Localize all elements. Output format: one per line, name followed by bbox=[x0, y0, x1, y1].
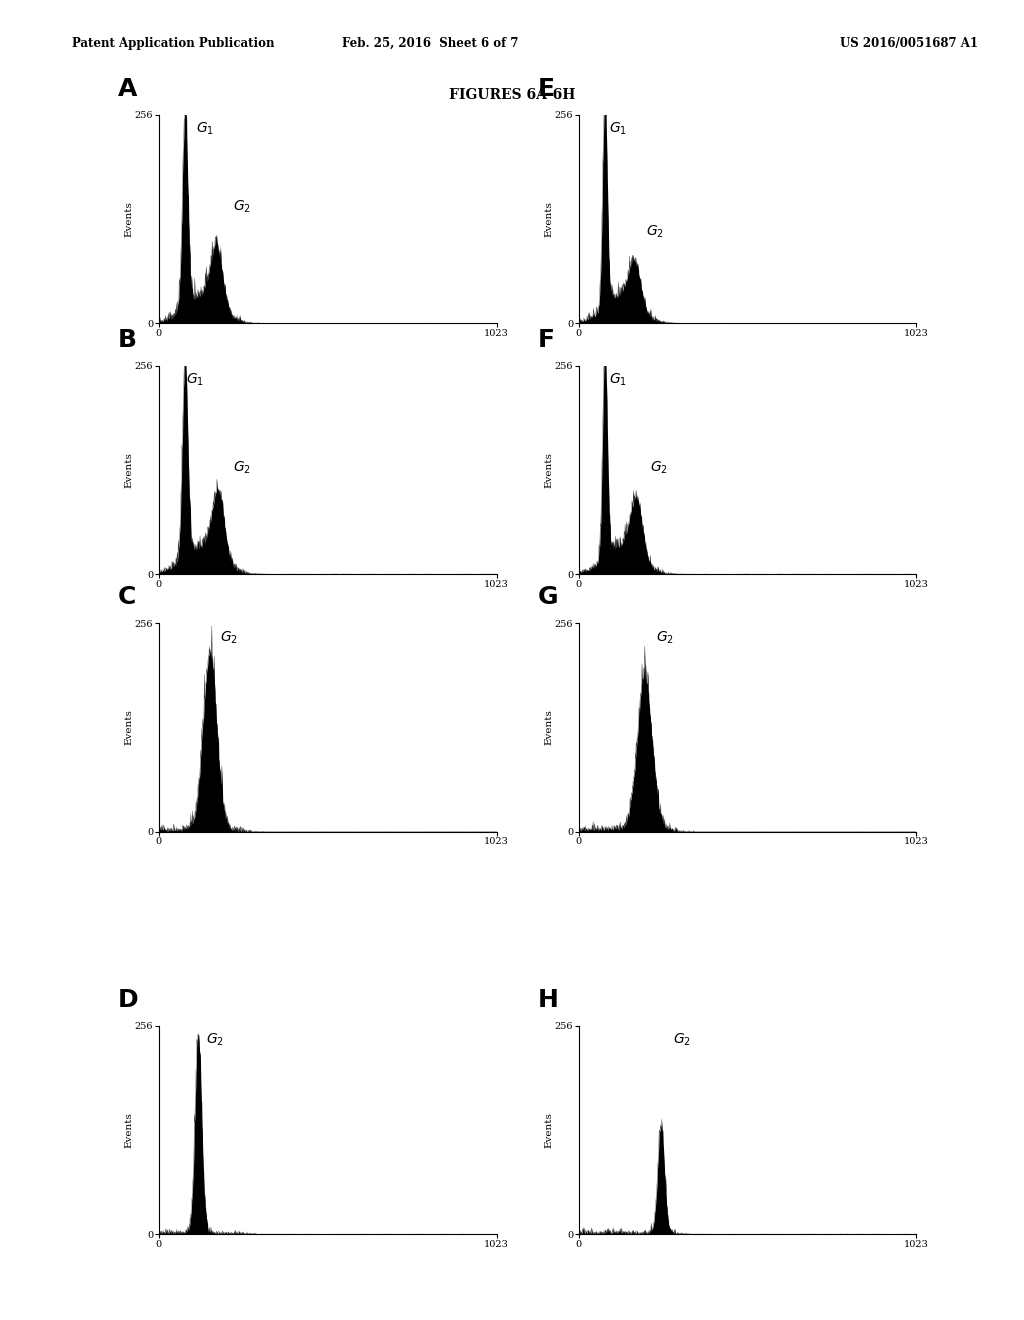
Text: E: E bbox=[538, 78, 555, 102]
Text: $G_2$: $G_2$ bbox=[219, 630, 238, 645]
Text: Patent Application Publication: Patent Application Publication bbox=[72, 37, 274, 50]
Text: $G_2$: $G_2$ bbox=[233, 459, 251, 477]
Text: $G_1$: $G_1$ bbox=[185, 372, 204, 388]
Text: US 2016/0051687 A1: US 2016/0051687 A1 bbox=[840, 37, 978, 50]
Text: H: H bbox=[538, 989, 559, 1012]
Text: Feb. 25, 2016  Sheet 6 of 7: Feb. 25, 2016 Sheet 6 of 7 bbox=[342, 37, 518, 50]
Text: $G_2$: $G_2$ bbox=[673, 1032, 691, 1048]
Text: FIGURES 6A-6H: FIGURES 6A-6H bbox=[449, 88, 575, 103]
Y-axis label: Events: Events bbox=[124, 451, 133, 488]
Y-axis label: Events: Events bbox=[544, 709, 553, 746]
Y-axis label: Events: Events bbox=[544, 1111, 553, 1148]
Text: C: C bbox=[118, 586, 136, 610]
Text: D: D bbox=[118, 989, 139, 1012]
Y-axis label: Events: Events bbox=[124, 1111, 133, 1148]
Text: $G_2$: $G_2$ bbox=[646, 223, 665, 240]
Text: F: F bbox=[538, 329, 555, 352]
Y-axis label: Events: Events bbox=[124, 709, 133, 746]
Text: $G_2$: $G_2$ bbox=[649, 459, 668, 477]
Text: $G_1$: $G_1$ bbox=[609, 121, 627, 137]
Text: $G_2$: $G_2$ bbox=[233, 198, 251, 215]
Y-axis label: Events: Events bbox=[544, 201, 553, 238]
Text: G: G bbox=[538, 586, 559, 610]
Text: $G_2$: $G_2$ bbox=[206, 1032, 224, 1048]
Text: B: B bbox=[118, 329, 137, 352]
Y-axis label: Events: Events bbox=[544, 451, 553, 488]
Text: $G_1$: $G_1$ bbox=[196, 121, 214, 137]
Text: A: A bbox=[118, 78, 137, 102]
Text: $G_1$: $G_1$ bbox=[609, 372, 627, 388]
Y-axis label: Events: Events bbox=[124, 201, 133, 238]
Text: $G_2$: $G_2$ bbox=[656, 630, 674, 645]
